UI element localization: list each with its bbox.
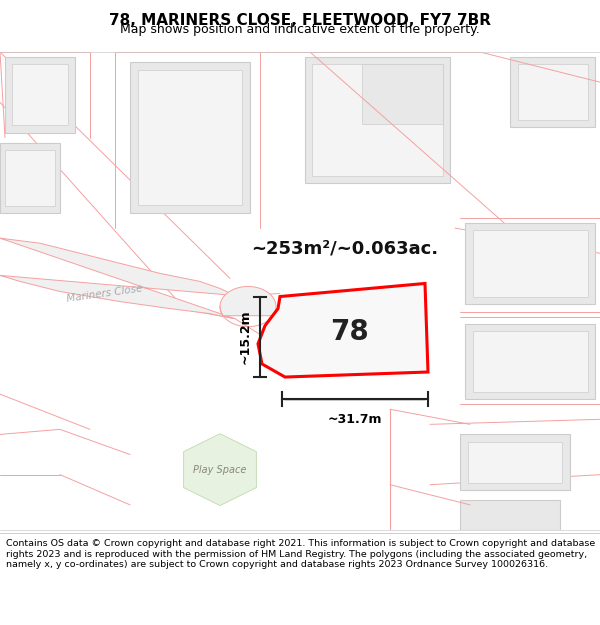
Text: 78: 78 xyxy=(331,318,370,346)
Polygon shape xyxy=(465,324,595,399)
Text: Contains OS data © Crown copyright and database right 2021. This information is : Contains OS data © Crown copyright and d… xyxy=(6,539,595,569)
Polygon shape xyxy=(460,434,570,490)
Polygon shape xyxy=(510,57,595,128)
Text: ~31.7m: ~31.7m xyxy=(328,413,382,426)
Polygon shape xyxy=(468,442,562,483)
Polygon shape xyxy=(465,223,595,304)
Polygon shape xyxy=(5,149,55,206)
Polygon shape xyxy=(258,284,428,377)
Polygon shape xyxy=(138,70,242,205)
Text: Play Space: Play Space xyxy=(193,464,247,474)
Polygon shape xyxy=(473,230,588,296)
Polygon shape xyxy=(5,57,75,132)
Polygon shape xyxy=(130,62,250,213)
Polygon shape xyxy=(460,500,560,530)
Text: ~15.2m: ~15.2m xyxy=(239,309,252,364)
Text: ~253m²/~0.063ac.: ~253m²/~0.063ac. xyxy=(251,239,439,258)
Polygon shape xyxy=(518,64,588,121)
Polygon shape xyxy=(473,331,588,392)
Text: 78, MARINERS CLOSE, FLEETWOOD, FY7 7BR: 78, MARINERS CLOSE, FLEETWOOD, FY7 7BR xyxy=(109,13,491,28)
Polygon shape xyxy=(220,286,276,316)
Polygon shape xyxy=(0,142,60,213)
Text: Map shows position and indicative extent of the property.: Map shows position and indicative extent… xyxy=(120,23,480,36)
Polygon shape xyxy=(0,238,235,319)
Polygon shape xyxy=(312,64,443,176)
Polygon shape xyxy=(12,64,68,126)
Polygon shape xyxy=(184,434,256,506)
Text: Mariners Close: Mariners Close xyxy=(67,283,143,304)
Polygon shape xyxy=(305,57,450,183)
Polygon shape xyxy=(362,64,443,124)
